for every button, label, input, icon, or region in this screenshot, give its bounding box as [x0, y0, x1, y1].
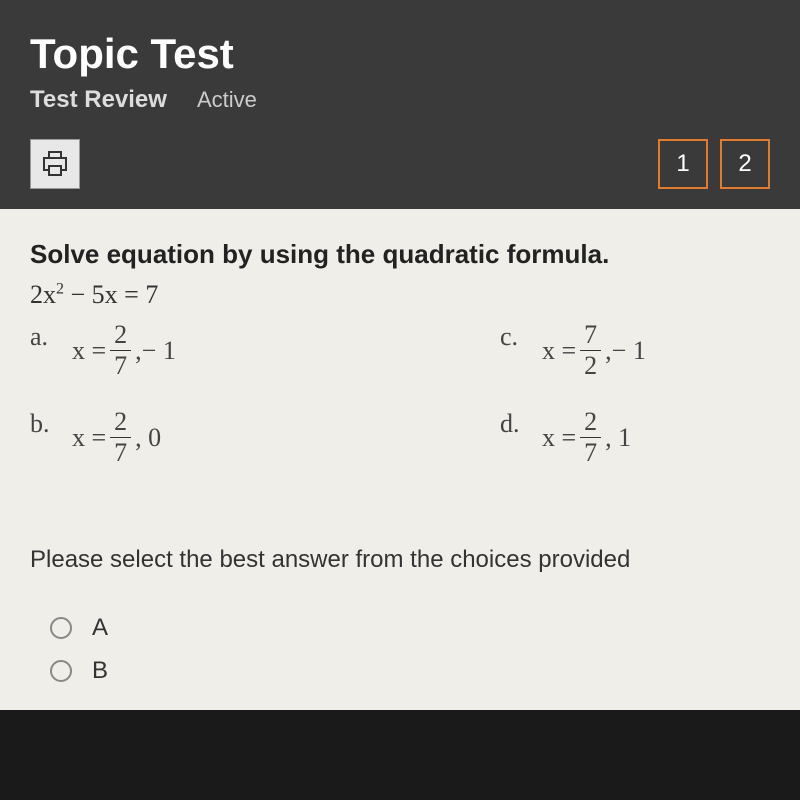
question-content: Solve equation by using the quadratic fo… [0, 209, 800, 710]
print-button[interactable] [30, 139, 80, 189]
fraction: 2 7 [580, 409, 601, 466]
choices-grid: a. x = 2 7 ,− 1 c. x = 7 2 ,− 1 [30, 322, 770, 466]
page-title: Topic Test [30, 30, 770, 78]
choice-d: d. x = 2 7 , 1 [500, 409, 770, 466]
nav-question-1[interactable]: 1 [658, 139, 708, 189]
print-icon [40, 150, 70, 178]
choice-math: x = 2 7 ,− 1 [72, 322, 176, 379]
fraction: 2 7 [110, 322, 131, 379]
instruction-text: Please select the best answer from the c… [30, 546, 770, 574]
choice-b: b. x = 2 7 , 0 [30, 409, 300, 466]
status-label: Active [197, 87, 257, 113]
fraction: 2 7 [110, 409, 131, 466]
subtitle-row: Test Review Active [30, 86, 770, 114]
answer-option-a[interactable]: A [50, 614, 770, 642]
radio-button[interactable] [50, 660, 72, 682]
answer-letter: A [92, 614, 108, 642]
choice-math: x = 7 2 ,− 1 [542, 322, 646, 379]
choice-math: x = 2 7 , 1 [542, 409, 631, 466]
choice-c: c. x = 7 2 ,− 1 [500, 322, 770, 379]
question-prompt: Solve equation by using the quadratic fo… [30, 239, 770, 270]
answer-option-b[interactable]: B [50, 657, 770, 685]
choice-letter: d. [500, 409, 524, 439]
header: Topic Test Test Review Active 1 2 [0, 0, 800, 209]
subtitle-label: Test Review [30, 86, 167, 114]
answer-letter: B [92, 657, 108, 685]
choice-a: a. x = 2 7 ,− 1 [30, 322, 300, 379]
question-equation: 2x2 − 5x = 7 [30, 280, 770, 310]
question-nav: 1 2 [658, 139, 770, 189]
choice-letter: c. [500, 322, 524, 352]
choice-letter: a. [30, 322, 54, 352]
choice-math: x = 2 7 , 0 [72, 409, 161, 466]
answer-options: A B [30, 614, 770, 685]
toolbar: 1 2 [30, 139, 770, 189]
radio-button[interactable] [50, 617, 72, 639]
choice-letter: b. [30, 409, 54, 439]
fraction: 7 2 [580, 322, 601, 379]
nav-question-2[interactable]: 2 [720, 139, 770, 189]
